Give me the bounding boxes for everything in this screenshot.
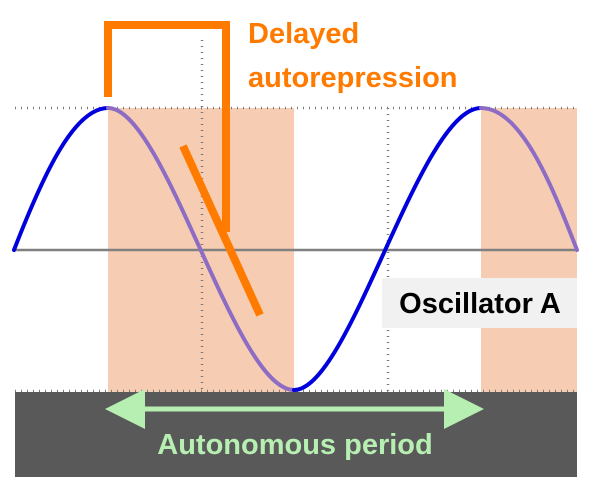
autorepression-slope-line: [179, 144, 264, 317]
oscillator-label-box: [382, 278, 577, 328]
oscillator-curve-rising-1: [12, 106, 110, 252]
period-label: Autonomous period: [157, 429, 432, 461]
oscillator-curve-falling-2: [479, 106, 579, 252]
delayed-autorepression-label-line2: autorepression: [248, 62, 458, 94]
oscillator-curve-rising-2: [292, 106, 483, 392]
oscillator-curve-falling-1: [106, 106, 296, 392]
delayed-autorepression-label-line1: Delayed: [248, 18, 359, 50]
delayed-autorepression-bracket: [104, 21, 230, 232]
oscillator-label: Oscillator A: [399, 288, 561, 320]
